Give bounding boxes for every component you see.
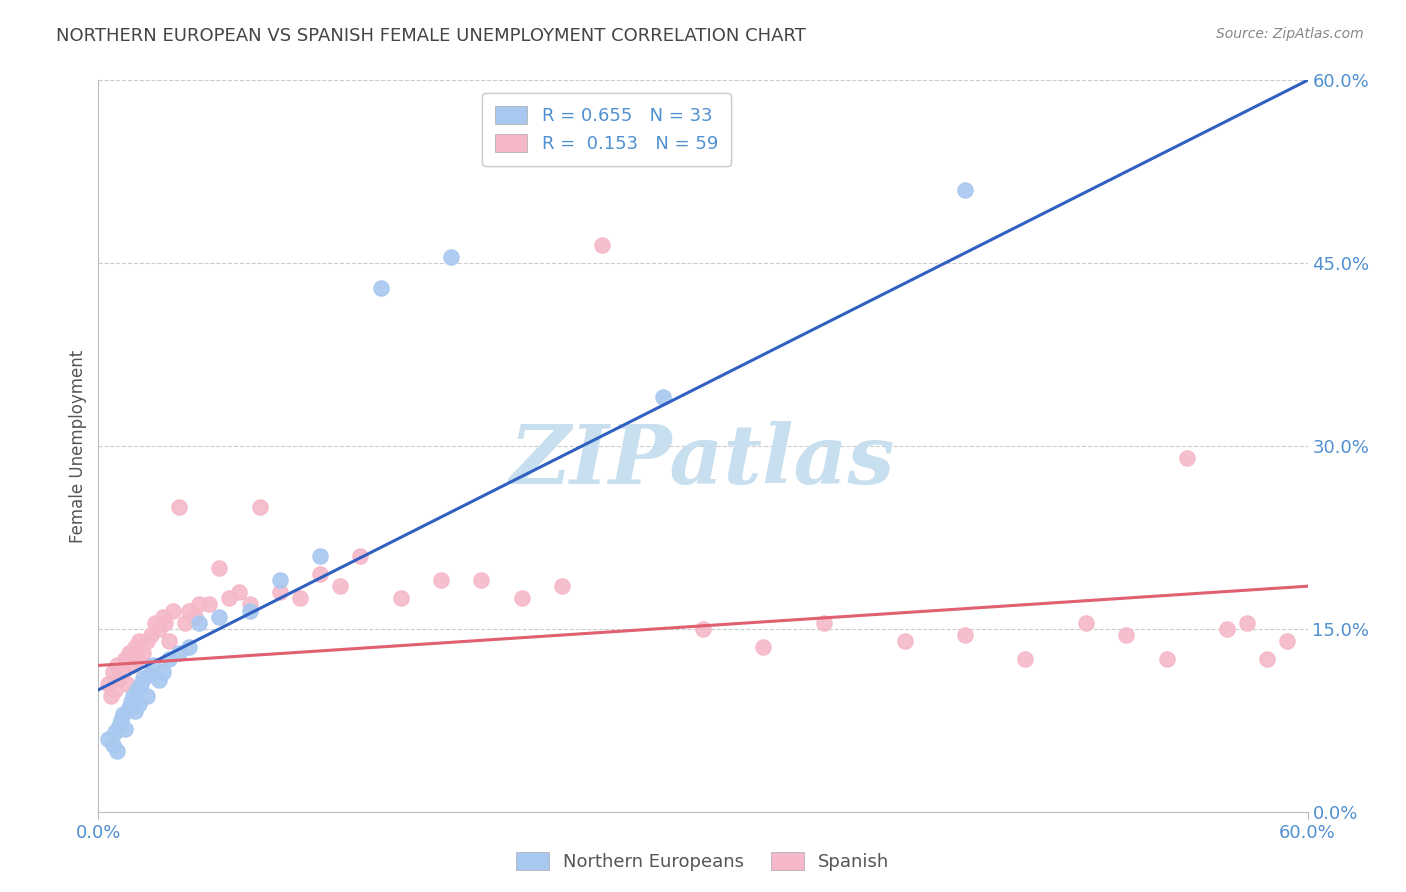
Point [121,658,143,673]
Point [143,615,166,630]
Point [135,689,157,703]
Point [1156,652,1178,666]
Text: NORTHERN EUROPEAN VS SPANISH FEMALE UNEMPLOYMENT CORRELATION CHART: NORTHERN EUROPEAN VS SPANISH FEMALE UNEM… [56,27,806,45]
Point [288,591,311,606]
Point [167,646,190,660]
Point [125,652,148,666]
Point [105,658,128,673]
Point [389,591,412,606]
Point [114,652,136,666]
Point [103,682,125,697]
Point [103,725,125,739]
Point [148,673,170,687]
Point [1277,634,1299,648]
Point [128,634,150,648]
Point [228,585,250,599]
Point [188,615,211,630]
Point [208,609,231,624]
Point [132,671,155,685]
Point [692,622,714,636]
Point [188,598,211,612]
Point [111,665,134,679]
Point [249,500,271,514]
Point [97,676,120,690]
Point [329,579,352,593]
Point [107,719,129,733]
Point [1216,622,1239,636]
Point [114,722,136,736]
Point [138,668,160,682]
Point [100,689,122,703]
Point [105,744,128,758]
Point [101,738,124,752]
Point [510,591,533,606]
Point [162,603,184,617]
Point [179,603,201,617]
Point [121,689,143,703]
Point [551,579,574,593]
Point [269,585,291,599]
Point [239,598,262,612]
Point [124,640,146,655]
Point [470,573,492,587]
Text: Source: ZipAtlas.com: Source: ZipAtlas.com [1216,27,1364,41]
Point [118,701,141,715]
Point [179,640,201,655]
Legend: Northern Europeans, Spanish: Northern Europeans, Spanish [509,845,897,879]
Point [1236,615,1258,630]
Point [1074,615,1097,630]
Y-axis label: Female Unemployment: Female Unemployment [69,350,87,542]
Point [174,615,197,630]
Point [1115,628,1137,642]
Point [157,634,180,648]
Point [208,561,231,575]
Point [218,591,240,606]
Point [107,671,129,685]
Point [440,250,463,264]
Point [953,628,976,642]
Point [1014,652,1036,666]
Point [349,549,371,563]
Point [152,609,174,624]
Point [430,573,453,587]
Point [118,646,141,660]
Point [157,652,180,666]
Point [1175,451,1198,466]
Point [152,665,174,679]
Point [1256,652,1278,666]
Point [953,183,976,197]
Point [591,237,613,252]
Point [142,658,165,673]
Point [97,731,120,746]
Point [124,704,146,718]
Point [135,634,157,648]
Point [309,549,332,563]
Point [370,280,392,294]
Point [752,640,775,655]
Point [101,665,124,679]
Point [651,390,673,404]
Point [129,676,152,690]
Point [128,698,150,712]
Point [148,622,170,636]
Point [309,567,332,582]
Text: ZIPatlas: ZIPatlas [510,421,896,500]
Point [111,707,134,722]
Point [139,628,162,642]
Point [125,682,148,697]
Point [198,598,221,612]
Point [115,676,138,690]
Point [120,695,142,709]
Point [893,634,915,648]
Point [132,646,155,660]
Point [110,714,132,728]
Point [184,609,207,624]
Point [269,573,291,587]
Point [239,603,262,617]
Legend: R = 0.655   N = 33, R =  0.153   N = 59: R = 0.655 N = 33, R = 0.153 N = 59 [482,93,731,166]
Point [167,500,190,514]
Point [813,615,835,630]
Point [153,615,176,630]
